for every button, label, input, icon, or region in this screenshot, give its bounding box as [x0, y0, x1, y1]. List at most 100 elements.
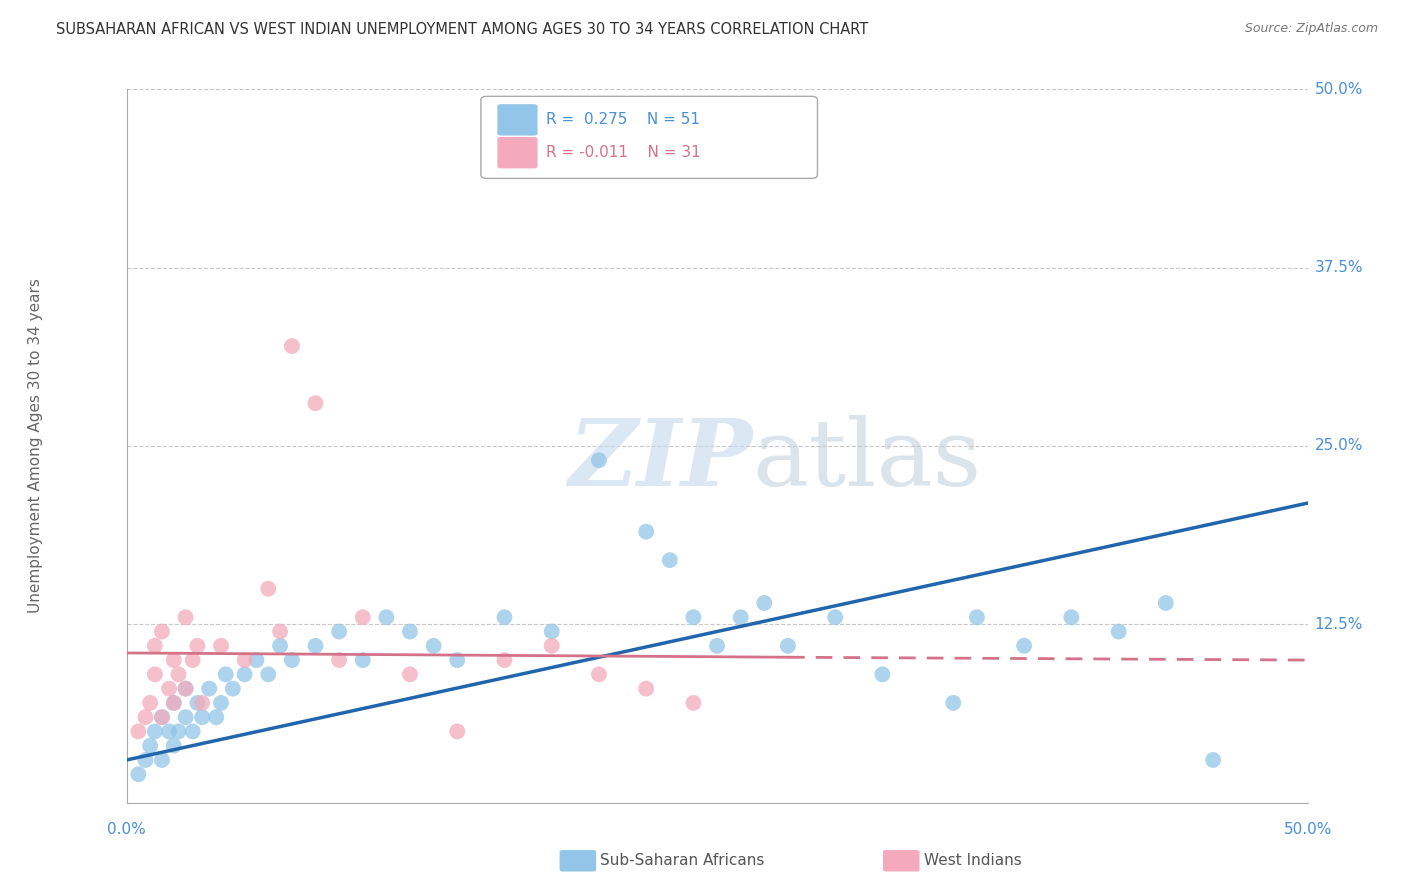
Point — [134, 753, 156, 767]
Point — [730, 610, 752, 624]
Point — [163, 653, 186, 667]
Point — [167, 724, 190, 739]
Point — [191, 696, 214, 710]
Text: SUBSAHARAN AFRICAN VS WEST INDIAN UNEMPLOYMENT AMONG AGES 30 TO 34 YEARS CORRELA: SUBSAHARAN AFRICAN VS WEST INDIAN UNEMPL… — [56, 22, 869, 37]
Point — [186, 639, 208, 653]
Point — [328, 624, 350, 639]
Point — [143, 724, 166, 739]
Text: Source: ZipAtlas.com: Source: ZipAtlas.com — [1244, 22, 1378, 36]
Text: 0.0%: 0.0% — [107, 822, 146, 838]
Point — [163, 696, 186, 710]
Point — [186, 696, 208, 710]
Point — [167, 667, 190, 681]
Point — [399, 667, 422, 681]
Point — [706, 639, 728, 653]
Point — [352, 653, 374, 667]
Point — [257, 582, 280, 596]
Point — [163, 696, 186, 710]
Point — [209, 639, 232, 653]
Point — [198, 681, 221, 696]
Point — [281, 339, 304, 353]
Text: 50.0%: 50.0% — [1284, 822, 1331, 838]
Point — [174, 710, 197, 724]
Point — [682, 610, 704, 624]
Point — [174, 681, 197, 696]
Point — [540, 624, 562, 639]
Text: R = -0.011    N = 31: R = -0.011 N = 31 — [546, 145, 700, 161]
Text: 50.0%: 50.0% — [1315, 82, 1362, 96]
Point — [494, 653, 516, 667]
Point — [824, 610, 846, 624]
Point — [588, 667, 610, 681]
Point — [352, 610, 374, 624]
Text: West Indians: West Indians — [924, 854, 1022, 868]
Point — [304, 639, 326, 653]
Point — [134, 710, 156, 724]
Point — [245, 653, 267, 667]
Point — [1202, 753, 1225, 767]
Point — [191, 710, 214, 724]
Point — [174, 681, 197, 696]
Text: 37.5%: 37.5% — [1315, 260, 1362, 275]
FancyBboxPatch shape — [481, 96, 817, 178]
Text: 25.0%: 25.0% — [1315, 439, 1362, 453]
Point — [682, 696, 704, 710]
Point — [150, 753, 173, 767]
Point — [281, 653, 304, 667]
Point — [269, 639, 291, 653]
Point — [150, 710, 173, 724]
Point — [143, 667, 166, 681]
FancyBboxPatch shape — [498, 104, 537, 136]
Point — [222, 681, 245, 696]
Point — [215, 667, 238, 681]
Point — [150, 624, 173, 639]
Point — [205, 710, 228, 724]
Text: ZIP: ZIP — [568, 416, 752, 505]
Text: 12.5%: 12.5% — [1315, 617, 1362, 632]
Point — [257, 667, 280, 681]
Point — [754, 596, 776, 610]
Point — [269, 624, 291, 639]
Point — [174, 610, 197, 624]
Point — [157, 724, 180, 739]
Point — [776, 639, 799, 653]
Point — [588, 453, 610, 467]
Point — [540, 639, 562, 653]
Point — [181, 724, 204, 739]
Point — [163, 739, 186, 753]
Point — [304, 396, 326, 410]
Text: Sub-Saharan Africans: Sub-Saharan Africans — [600, 854, 765, 868]
Text: R =  0.275    N = 51: R = 0.275 N = 51 — [546, 112, 700, 128]
Point — [966, 610, 988, 624]
Point — [872, 667, 894, 681]
Point — [636, 681, 658, 696]
Point — [233, 667, 256, 681]
Point — [494, 610, 516, 624]
Point — [127, 724, 149, 739]
Point — [143, 639, 166, 653]
Point — [139, 739, 162, 753]
Point — [233, 653, 256, 667]
Point — [157, 681, 180, 696]
Text: atlas: atlas — [752, 416, 981, 505]
Point — [636, 524, 658, 539]
Point — [399, 624, 422, 639]
Point — [942, 696, 965, 710]
Point — [1108, 624, 1130, 639]
Text: Unemployment Among Ages 30 to 34 years: Unemployment Among Ages 30 to 34 years — [28, 278, 42, 614]
Point — [150, 710, 173, 724]
Point — [1012, 639, 1035, 653]
Point — [1060, 610, 1083, 624]
Point — [446, 653, 468, 667]
Point — [328, 653, 350, 667]
Point — [209, 696, 232, 710]
Point — [181, 653, 204, 667]
FancyBboxPatch shape — [498, 137, 537, 169]
Point — [446, 724, 468, 739]
Point — [1154, 596, 1177, 610]
Point — [127, 767, 149, 781]
Point — [658, 553, 681, 567]
Point — [139, 696, 162, 710]
Point — [422, 639, 444, 653]
Point — [375, 610, 398, 624]
